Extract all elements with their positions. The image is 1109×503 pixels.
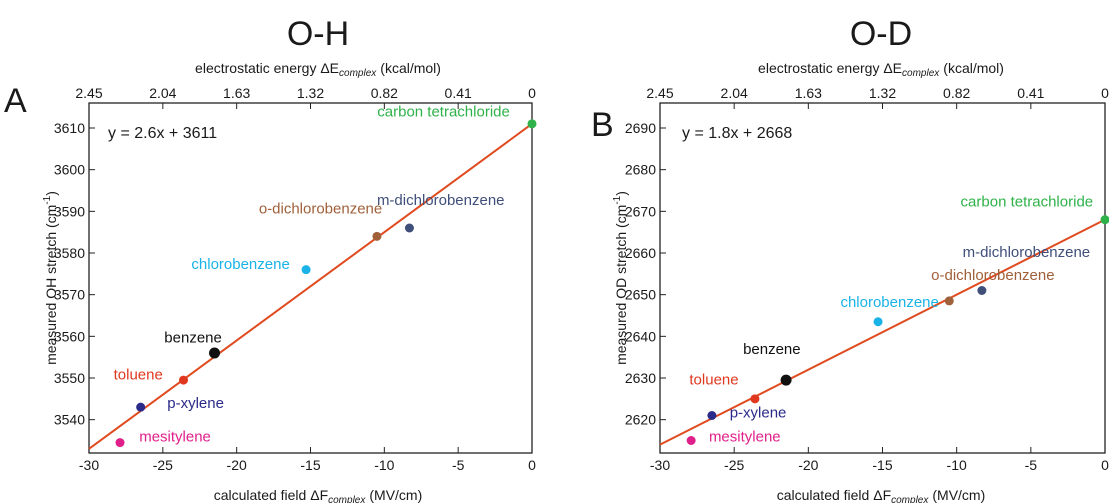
top-tick-label: 2.04 (721, 85, 748, 101)
y-tick-label: 3570 (54, 287, 85, 303)
top-tick-label: 0 (1101, 85, 1109, 101)
data-point-mesitylene (686, 436, 696, 445)
top-tick-label: 0 (528, 85, 536, 101)
x-tick-label: -25 (153, 457, 173, 473)
data-point-carbon-tetrachloride (1100, 215, 1109, 225)
data-point-benzene (209, 347, 221, 359)
y-tick-label: 2630 (625, 370, 656, 386)
y-tick-label: 2650 (625, 287, 656, 303)
panel-b-fit-equation: y = 1.8x + 2668 (682, 125, 792, 142)
data-point-mesitylene (115, 438, 125, 448)
fit-line (88, 123, 533, 450)
point-label-chlorobenzene: chlorobenzene (840, 294, 938, 311)
x-tick-label: -10 (947, 457, 967, 473)
panel-b-x-axis-label: calculated field ΔFcomplex (MV/cm) (777, 487, 986, 503)
data-point-toluene (179, 375, 189, 385)
panel-b-letter: B (591, 106, 614, 144)
data-point-carbon-tetrachloride (527, 119, 537, 129)
x-tick-label: -20 (798, 457, 818, 473)
data-point-p-xylene (136, 402, 146, 412)
panel-a-plot-area: -30 -25 -20 -15 -10 -5 0 3540 3550 3560 3570 3580 35… (54, 85, 537, 473)
x-tick-label: 0 (1101, 457, 1109, 473)
top-tick-label: 2.04 (149, 85, 176, 101)
fit-line (659, 218, 1106, 446)
point-label-o-dichlorobenzene: o-dichlorobenzene (259, 200, 382, 217)
point-label-mesitylene: mesitylene (139, 428, 211, 445)
panel-b-title: O-D (850, 15, 912, 53)
point-label-toluene: toluene (689, 371, 738, 388)
panel-a-x-axis-label: calculated field ΔFcomplex (MV/cm) (214, 487, 423, 503)
point-label-toluene: toluene (114, 367, 163, 384)
y-tick-label: 3550 (54, 370, 85, 386)
y-tick-label: 2680 (625, 162, 656, 178)
point-label-p-xylene: p-xylene (167, 395, 224, 412)
y-tick-label: 2620 (625, 412, 656, 428)
y-tick-label: 2670 (625, 203, 656, 219)
panel-a: O-H A electrostatic energy ΔEcomplex (kca… (4, 15, 537, 503)
panel-b-top-axis-label: electrostatic energy ΔEcomplex (kcal/mol) (758, 60, 1004, 79)
data-point-m-dichlorobenzene (977, 286, 987, 295)
top-tick-label: 0.41 (1017, 85, 1044, 101)
x-tick-label: -5 (1025, 457, 1038, 473)
x-tick-label: -30 (79, 457, 99, 473)
y-tick-label: 2660 (625, 245, 656, 261)
top-tick-label: 1.32 (869, 85, 896, 101)
point-label-benzene: benzene (743, 341, 801, 358)
y-tick-label: 2690 (625, 120, 656, 136)
point-label-mesitylene: mesitylene (709, 428, 781, 445)
x-tick-label: -20 (227, 457, 247, 473)
x-tick-label: 0 (528, 457, 536, 473)
point-label-o-dichlorobenzene: o-dichlorobenzene (931, 267, 1054, 284)
panel-a-top-axis-label: electrostatic energy ΔEcomplex (kcal/mol) (195, 60, 441, 79)
y-tick-label: 2640 (625, 328, 656, 344)
y-tick-label: 3610 (54, 120, 85, 136)
y-tick-label: 3580 (54, 245, 85, 261)
x-tick-label: -15 (300, 457, 320, 473)
panel-a-letter: A (4, 82, 27, 120)
x-tick-label: -5 (452, 457, 465, 473)
y-tick-label: 3560 (54, 328, 85, 344)
x-tick-label: -10 (374, 457, 394, 473)
x-tick-label: -15 (872, 457, 892, 473)
data-point-chlorobenzene (301, 265, 311, 275)
panel-a-title: O-H (287, 15, 349, 53)
top-tick-label: 2.45 (75, 85, 102, 101)
top-tick-label: 1.32 (297, 85, 324, 101)
x-tick-label: -25 (724, 457, 744, 473)
point-label-m-dichlorobenzene: m-dichlorobenzene (963, 244, 1091, 261)
data-point-chlorobenzene (873, 317, 883, 327)
point-label-carbon-tetrachloride: carbon tetrachloride (961, 193, 1094, 210)
panel-a-y-axis-label: measured OH stretch (cm-1) (42, 191, 59, 365)
y-tick-label: 3540 (54, 412, 85, 428)
top-tick-label: 0.82 (943, 85, 970, 101)
panel-b-plot-area: -30 -25 -20 -15 -10 -5 0 2620 2630 2640 2650 2660 26… (625, 85, 1109, 473)
point-label-chlorobenzene: chlorobenzene (191, 256, 289, 273)
data-point-o-dichlorobenzene (944, 296, 954, 306)
top-tick-label: 0.82 (371, 85, 398, 101)
x-tick-label: -30 (650, 457, 670, 473)
point-label-p-xylene: p-xylene (730, 405, 787, 422)
data-point-benzene (780, 374, 792, 386)
data-point-p-xylene (707, 411, 717, 420)
panel-b-y-axis-label: measured OD stretch (cm-1) (612, 191, 629, 365)
top-tick-label: 1.63 (223, 85, 250, 101)
point-label-m-dichlorobenzene: m-dichlorobenzene (377, 192, 505, 209)
y-tick-label: 3600 (54, 162, 85, 178)
y-tick-label: 3590 (54, 203, 85, 219)
data-point-m-dichlorobenzene (404, 223, 414, 233)
point-label-benzene: benzene (164, 330, 222, 347)
data-point-toluene (750, 394, 760, 404)
top-tick-label: 0.41 (445, 85, 472, 101)
panel-a-fit-equation: y = 2.6x + 3611 (108, 125, 217, 142)
data-point-o-dichlorobenzene (372, 231, 382, 241)
point-label-carbon-tetrachloride: carbon tetrachloride (377, 103, 510, 120)
top-tick-label: 2.45 (646, 85, 673, 101)
panel-b: O-D B electrostatic energy ΔEcomplex (kca… (591, 15, 1109, 503)
top-tick-label: 1.63 (795, 85, 822, 101)
